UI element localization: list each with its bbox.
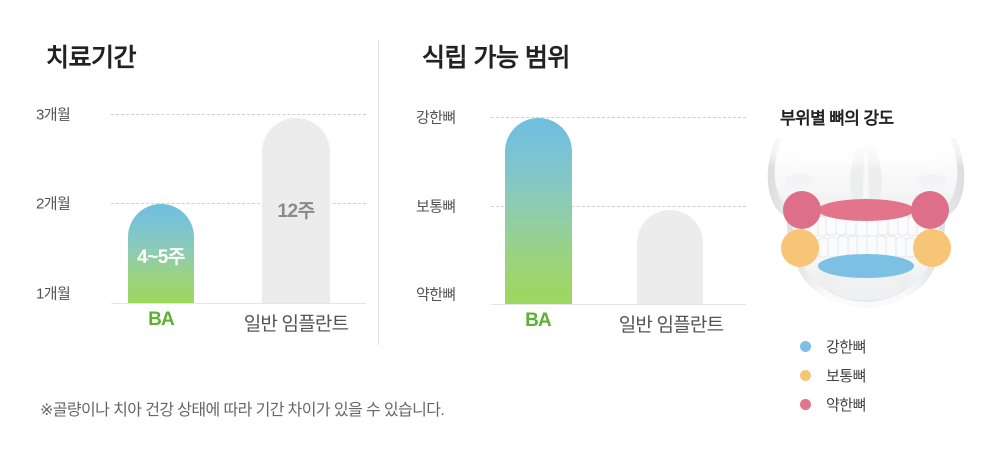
bar-normal-value: 12주	[277, 201, 315, 222]
legend-item-strong-bone: 강한뼈	[800, 332, 866, 361]
footnote-text: ※골량이나 치아 건강 상태에 따라 기간 차이가 있을 수 있습니다.	[40, 402, 445, 419]
legend-dot-medium-bone	[800, 370, 811, 381]
section-title-range: 식립 가능 범위	[422, 44, 570, 72]
marker-weak-bone-upper-right	[911, 191, 949, 229]
legend-dot-strong-bone	[800, 341, 811, 352]
chart-baseline	[491, 304, 746, 305]
bone-strength-panel: 부위별 뼈의 강도	[752, 96, 982, 426]
bar-normal-fill	[637, 210, 703, 304]
skull-panel-title: 부위별 뼈의 강도	[780, 109, 894, 128]
skull-jaw-illustration	[760, 138, 972, 318]
gridline-strong-bone	[491, 117, 746, 118]
bar-ba-treatment: 4~5주	[128, 204, 194, 303]
marker-strong-bone-lower-front	[818, 254, 914, 278]
bar-ba-range	[505, 118, 572, 304]
legend-label-medium-bone: 보통뼈	[826, 368, 866, 385]
legend-item-medium-bone: 보통뼈	[800, 361, 866, 390]
skull-mandible	[786, 198, 946, 308]
legend-dot-weak-bone	[800, 399, 811, 410]
bone-strength-legend: 강한뼈 보통뼈 약한뼈	[800, 332, 866, 419]
bar-ba-value: 4~5주	[137, 247, 185, 268]
bar-caption-normal: 일반 임플란트	[243, 314, 349, 335]
gridline-medium-bone	[491, 206, 746, 207]
bar-normal-fill	[262, 118, 330, 303]
marker-weak-bone-upper-left	[783, 191, 821, 229]
legend-label-strong-bone: 강한뼈	[826, 339, 866, 356]
bar-normal-range	[637, 210, 703, 304]
bar-caption-ba: BA	[525, 310, 552, 331]
bar-ba-fill	[505, 118, 572, 304]
bar-caption-ba: BA	[148, 309, 175, 330]
axis-label-strong-bone: 강한뼈	[416, 109, 456, 127]
gridline-3months	[111, 114, 366, 115]
marker-weak-bone-upper-front	[818, 199, 914, 221]
axis-label-weak-bone: 약한뼈	[416, 286, 456, 304]
bar-normal-treatment: 12주	[262, 118, 330, 303]
axis-label-medium-bone: 보통뼈	[416, 198, 456, 216]
axis-label-3months: 3개월	[36, 106, 71, 124]
legend-item-weak-bone: 약한뼈	[800, 390, 866, 419]
bar-ba-fill	[128, 204, 194, 303]
marker-medium-bone-lower-right	[913, 229, 951, 267]
chart-placement-range: 강한뼈 보통뼈 약한뼈 BA 일반 임플란트	[416, 99, 746, 349]
bar-caption-normal: 일반 임플란트	[618, 315, 724, 336]
panel-divider	[378, 40, 379, 345]
chart-baseline	[111, 303, 366, 304]
axis-label-2months: 2개월	[36, 195, 71, 213]
gridline-2months	[111, 203, 366, 204]
marker-medium-bone-lower-left	[781, 229, 819, 267]
legend-label-weak-bone: 약한뼈	[826, 397, 866, 414]
axis-label-1month: 1개월	[36, 285, 71, 303]
chart-treatment-duration: 3개월 2개월 1개월 4~5주 BA 12주 일반 임플란트	[36, 96, 366, 346]
section-title-treatment: 치료기간	[46, 44, 137, 72]
